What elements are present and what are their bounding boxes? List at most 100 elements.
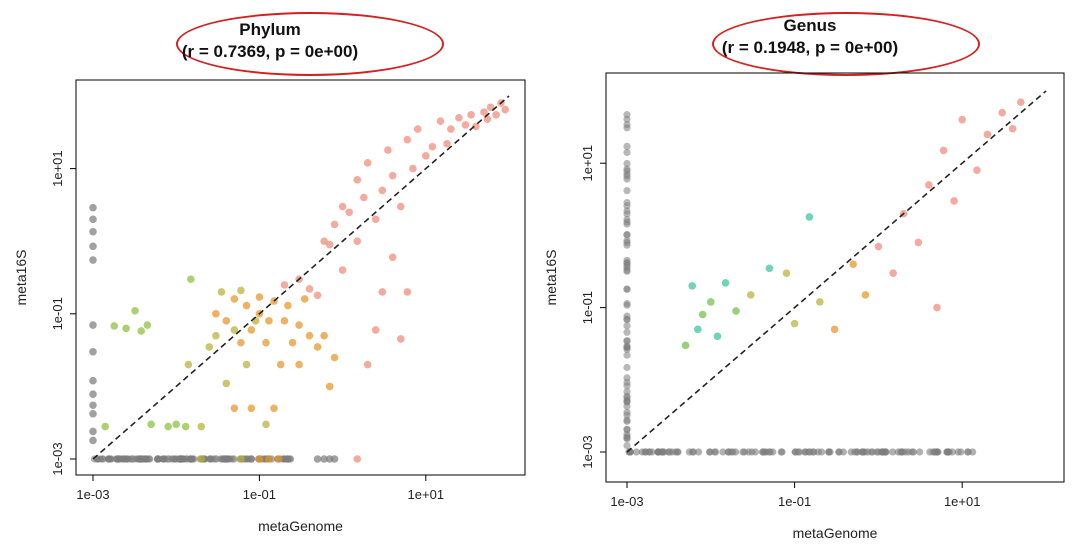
phylum-point	[280, 317, 289, 325]
phylum-subtitle: (r = 0.7369, p = 0e+00)	[181, 42, 359, 61]
phylum-point	[320, 237, 328, 245]
phylum-point	[139, 455, 147, 463]
phylum-point	[428, 142, 437, 151]
phylum-point	[422, 152, 430, 160]
phylum-point	[330, 455, 339, 463]
genus-band-point	[926, 448, 934, 456]
genus-column-point	[623, 218, 631, 226]
genus-band-point	[759, 448, 767, 456]
genus-point	[713, 332, 722, 341]
genus-band-point	[874, 448, 883, 456]
phylum-point	[313, 455, 322, 463]
phylum-point	[455, 114, 463, 122]
genus-column-point	[623, 198, 631, 207]
phylum-point	[247, 404, 256, 413]
genus-band-point	[944, 448, 952, 456]
genus-title-oval	[712, 12, 980, 76]
genus-column-point	[623, 430, 631, 438]
phylum-point	[122, 324, 130, 333]
phylum-point	[409, 164, 417, 173]
phylum-point	[242, 301, 251, 310]
genus-point	[816, 298, 824, 306]
phylum-point	[187, 455, 195, 463]
phylum-point	[265, 317, 273, 325]
genus-point	[933, 303, 941, 312]
phylum-point	[363, 159, 372, 167]
genus-column-point	[623, 315, 631, 323]
genus-column-point	[623, 301, 631, 309]
phylum-point	[403, 288, 412, 296]
phylum-point	[330, 353, 339, 362]
phylum-point	[181, 422, 190, 431]
genus-column-point	[623, 416, 631, 424]
phylum-point	[295, 360, 303, 369]
genus-point	[925, 181, 933, 189]
phylum-point	[325, 240, 334, 249]
phylum-point	[89, 215, 97, 224]
genus-point	[1008, 124, 1017, 133]
genus-band-point	[861, 448, 869, 456]
phylum-point	[164, 422, 172, 431]
genus-column-point	[623, 159, 631, 168]
genus-band-point	[969, 448, 977, 456]
phylum-band-point	[228, 455, 236, 463]
genus-band-point	[685, 448, 693, 456]
genus-point	[698, 310, 707, 319]
genus-band-point	[796, 448, 804, 456]
genus-band-point	[719, 448, 727, 456]
genus-column-point	[623, 394, 631, 402]
phylum-point	[131, 306, 139, 315]
genus-point	[958, 115, 966, 124]
phylum-point	[313, 343, 322, 351]
phylum-scatter-plot: 1e-03 1e-03 1e-01 1e-01 1e+01 1e+01 metaGenome…	[13, 79, 526, 534]
phylum-point	[262, 420, 270, 429]
phylum-point	[325, 382, 334, 391]
phylum-point	[212, 455, 220, 463]
genus-column-point	[623, 207, 631, 215]
genus-band-point	[889, 448, 897, 456]
phylum-point	[371, 215, 380, 224]
genus-column-point	[623, 328, 631, 336]
phylum-x-tick-label: 1e-03	[76, 487, 109, 502]
phylum-point	[371, 326, 380, 334]
genus-y-axis-title: meta16S	[543, 249, 559, 305]
phylum-point	[147, 420, 155, 429]
phylum-point	[137, 327, 146, 335]
genus-y-tick-label: 1e-01	[580, 291, 595, 324]
phylum-point	[247, 326, 256, 334]
phylum-point	[89, 227, 97, 236]
genus-point	[732, 307, 740, 315]
phylum-band-point	[105, 455, 113, 463]
phylum-point	[89, 321, 97, 329]
genus-y-tick-label: 1e-03	[580, 435, 595, 468]
phylum-plot-frame	[75, 79, 526, 476]
phylum-point	[363, 360, 372, 369]
phylum-points	[89, 99, 509, 463]
genus-point	[681, 341, 690, 350]
genus-point	[973, 166, 981, 174]
phylum-point	[101, 422, 109, 431]
phylum-point	[237, 338, 245, 347]
genus-column-point	[623, 231, 631, 239]
phylum-point	[305, 285, 314, 293]
phylum-panel: Phylum (r = 0.7369, p = 0e+00) 1e-03 1e-0…	[13, 12, 526, 534]
genus-band-point	[745, 448, 753, 456]
phylum-point	[284, 455, 292, 463]
phylum-point	[501, 105, 509, 114]
phylum-point	[89, 427, 97, 436]
genus-column-point	[623, 172, 631, 180]
phylum-point	[295, 321, 303, 329]
genus-point	[849, 260, 857, 268]
phylum-point	[237, 455, 245, 463]
phylum-point	[313, 291, 322, 300]
genus-panel: Genus (r = 0.1948, p = 0e+00) 1e-03 1e-03…	[540, 0, 1080, 551]
phylum-point	[436, 117, 445, 125]
phylum-point	[230, 326, 239, 334]
phylum-point	[197, 455, 206, 463]
genus-band-point	[654, 448, 662, 456]
phylum-point	[89, 347, 97, 356]
phylum-point	[222, 379, 231, 388]
genus-point	[782, 269, 791, 277]
phylum-point	[89, 401, 97, 410]
phylum-band-point	[206, 455, 214, 463]
